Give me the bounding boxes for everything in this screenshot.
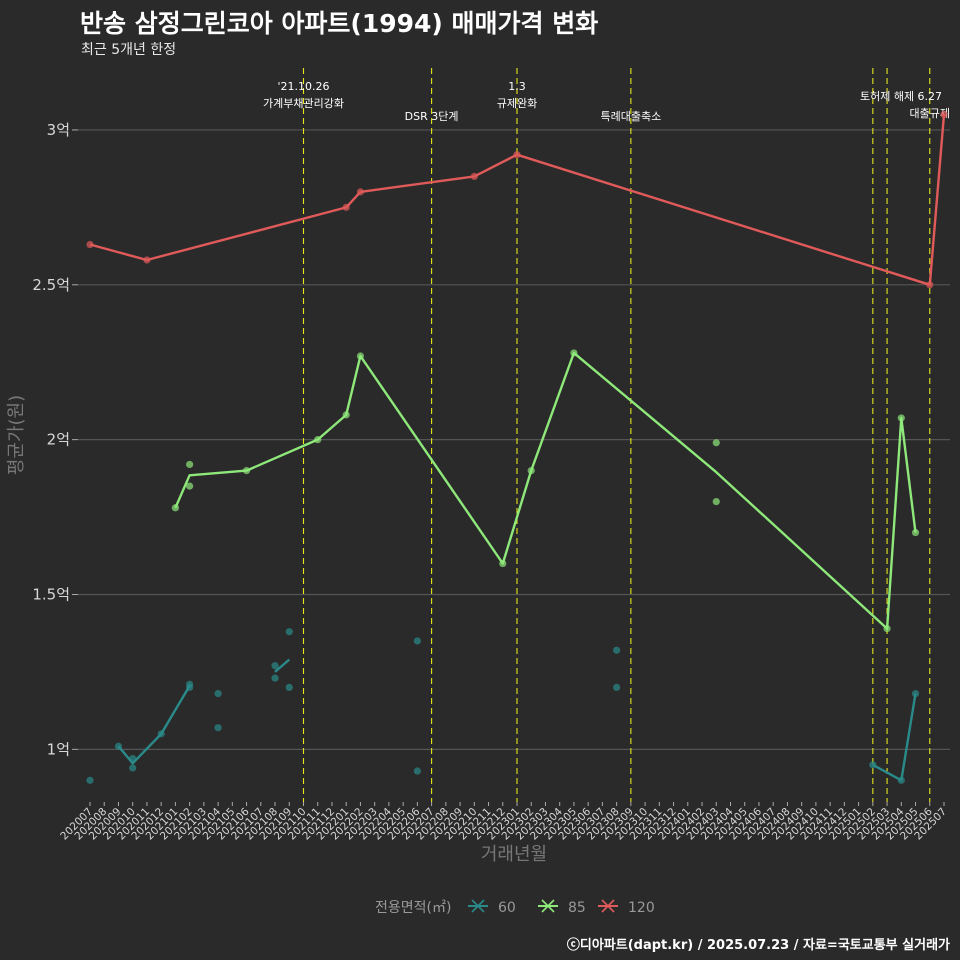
data-point-120	[86, 240, 94, 249]
policy-annotation: 토허제 해제	[860, 89, 914, 103]
policy-annotation: 6.27	[918, 90, 943, 103]
data-point-60	[911, 690, 920, 698]
data-point-60	[129, 755, 137, 763]
data-point-85	[186, 482, 194, 490]
series-line-60	[274, 658, 291, 673]
chart-title: 반송 삼정그린코아 아파트(1994) 매매가격 변화	[80, 9, 599, 38]
data-point-120	[926, 281, 934, 289]
legend: 전용면적(㎡) 60 85 120	[375, 899, 655, 916]
data-point-120	[356, 188, 365, 196]
data-point-60	[129, 764, 137, 772]
data-point-85	[499, 559, 507, 568]
data-point-60	[214, 690, 222, 698]
data-point-60	[285, 628, 293, 636]
data-point-60	[114, 742, 123, 750]
y-tick-label: 2억	[47, 431, 70, 449]
data-point-85	[242, 467, 251, 475]
data-point-60	[869, 761, 877, 769]
data-point-85	[527, 467, 535, 475]
y-axis-title: 평균가(원)	[6, 395, 27, 475]
legend-key-mark	[471, 899, 485, 913]
series-line-120	[89, 114, 946, 286]
data-point-60	[214, 724, 222, 732]
legend-label-85: 85	[568, 900, 586, 916]
data-point-120	[940, 110, 948, 119]
policy-annotation: 규제완화	[497, 97, 537, 110]
data-point-85	[883, 624, 891, 633]
data-point-60	[86, 776, 94, 784]
chart-subtitle: 최근 5개년 한정	[81, 42, 177, 58]
series-line-85	[174, 351, 917, 630]
data-point-60	[271, 674, 279, 682]
data-point-60	[157, 730, 165, 738]
data-point-85	[356, 352, 365, 360]
data-point-60	[271, 662, 279, 670]
y-tick-label: 3억	[47, 121, 70, 139]
data-point-60	[897, 776, 905, 784]
policy-annotation: 대출규제	[910, 107, 950, 120]
legend-title: 전용면적(㎡)	[375, 900, 451, 916]
policy-annotation: 가계부채관리강화	[263, 97, 344, 110]
legend-key-mark	[601, 899, 615, 913]
x-axis-title: 거래년월	[481, 844, 547, 865]
data-point-60	[613, 646, 621, 654]
data-point-60	[186, 683, 194, 692]
y-tick-label: 2.5억	[32, 276, 70, 294]
data-point-85	[570, 349, 578, 357]
data-point-120	[342, 203, 350, 211]
y-tick-label: 1.5억	[32, 585, 70, 603]
data-point-60	[285, 683, 293, 692]
y-tick-label: 1억	[47, 740, 70, 758]
policy-annotation: 특례대출축소	[600, 110, 661, 123]
legend-key-mark	[541, 899, 555, 913]
data-point-85	[897, 414, 905, 422]
legend-label-60: 60	[498, 900, 516, 916]
data-point-60	[413, 767, 421, 775]
policy-annotation: 1.3	[508, 80, 526, 93]
data-point-60	[613, 683, 621, 692]
policy-annotation: DSR 3단계	[405, 110, 459, 123]
series-line-60	[872, 693, 917, 782]
data-point-85	[712, 439, 720, 447]
data-point-120	[143, 256, 151, 264]
data-point-85	[314, 436, 322, 444]
data-point-85	[911, 528, 920, 537]
data-point-120	[513, 151, 521, 159]
legend-label-120: 120	[628, 900, 655, 916]
data-point-120	[470, 172, 478, 180]
data-point-85	[342, 411, 350, 419]
data-point-85	[171, 504, 179, 512]
data-point-60	[413, 637, 421, 645]
source-caption: ⓒ디아파트(dapt.kr) / 2025.07.23 / 자료=국토교통부 실…	[566, 938, 950, 953]
data-point-85	[712, 497, 720, 506]
data-point-85	[186, 460, 194, 469]
policy-annotation: '21.10.26	[277, 80, 329, 93]
series-line-60	[117, 685, 191, 765]
